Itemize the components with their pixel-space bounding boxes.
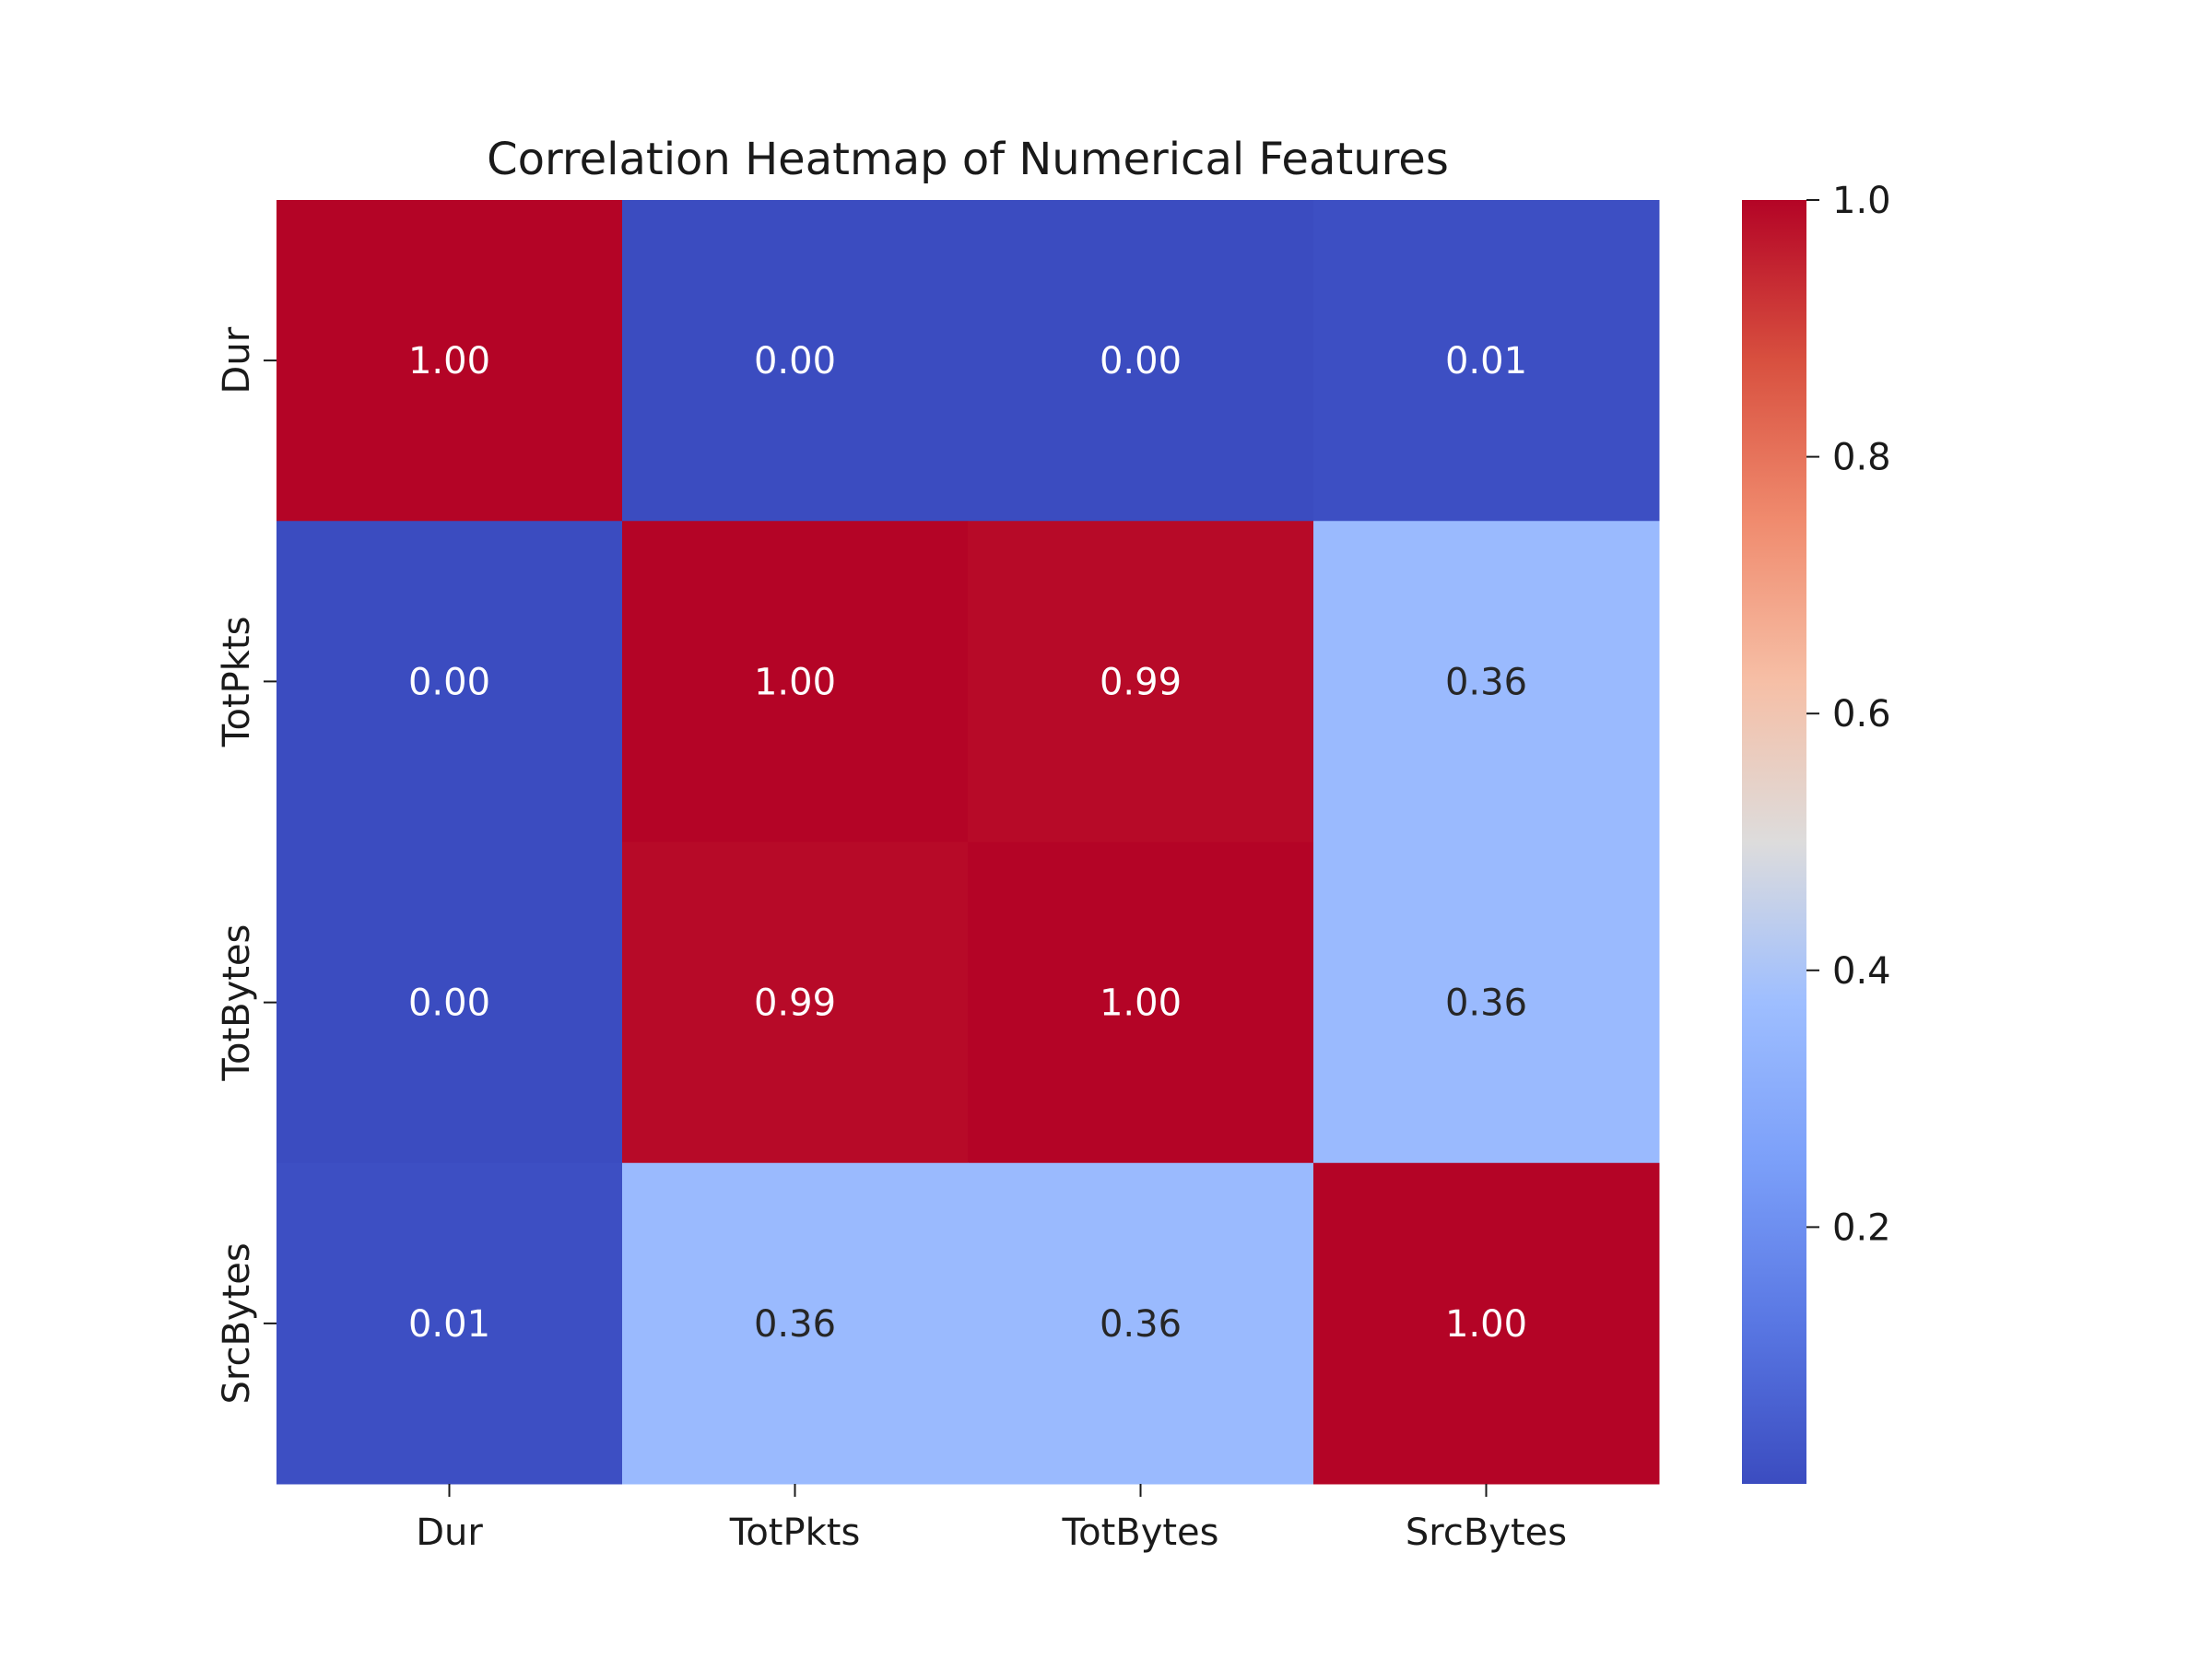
cell-annotation: 0.00	[408, 661, 490, 703]
cell-annotation: 0.99	[1100, 661, 1182, 703]
cell-annotation: 1.00	[1100, 982, 1182, 1025]
x-tick-label: TotPkts	[729, 1512, 861, 1554]
heatmap-cell	[1313, 521, 1660, 842]
heatmap-cell	[622, 1162, 969, 1485]
cell-annotation: 0.00	[1100, 340, 1182, 382]
heatmap-cell	[1313, 841, 1660, 1164]
colorbar-tick-label: 0.4	[1832, 950, 1891, 993]
colorbar-tick-label: 0.2	[1832, 1206, 1891, 1249]
x-tick-label: Dur	[416, 1512, 483, 1554]
y-tick-label: TotPkts	[216, 617, 258, 748]
heatmap-cell	[622, 200, 969, 522]
heatmap-cell	[1313, 200, 1660, 522]
heatmap-cells	[276, 200, 1660, 1485]
cell-annotation: 0.36	[1100, 1303, 1182, 1346]
y-tick-label: Dur	[216, 326, 258, 394]
y-tick-label: TotBytes	[216, 924, 258, 1082]
colorbar	[1742, 200, 1806, 1484]
heatmap-cell	[622, 521, 969, 842]
y-axis: Dur TotPkts TotBytes SrcBytes	[216, 326, 276, 1404]
x-tick-label: SrcBytes	[1406, 1512, 1567, 1554]
cell-annotation: 0.36	[754, 1303, 836, 1346]
cell-annotation: 0.01	[408, 1303, 490, 1346]
cell-annotation: 1.00	[1445, 1303, 1527, 1346]
x-axis: Dur TotPkts TotBytes SrcBytes	[416, 1484, 1567, 1554]
heatmap-cell	[968, 200, 1314, 522]
heatmap-annotations: 1.00 0.00 0.00 0.01 0.00 1.00 0.99 0.36 0.00 0.99…	[408, 340, 1527, 1346]
colorbar-tick-label: 1.0	[1832, 180, 1891, 222]
chart-title: Correlation Heatmap of Numerical Feature…	[487, 134, 1449, 185]
heatmap-cell	[276, 521, 623, 842]
cell-annotation: 0.99	[754, 982, 836, 1025]
heatmap-cell	[968, 521, 1314, 842]
colorbar-tick-label: 0.6	[1832, 693, 1891, 735]
heatmap-cell	[968, 1162, 1314, 1485]
cell-annotation: 0.36	[1445, 982, 1527, 1025]
heatmap-cell	[1313, 1162, 1660, 1485]
heatmap-cell	[968, 841, 1314, 1164]
x-tick-label: TotBytes	[1061, 1512, 1218, 1554]
colorbar-ticks: 0.2 0.4 0.6 0.8 1.0	[1806, 180, 1891, 1249]
colorbar-tick-label: 0.8	[1832, 437, 1891, 479]
heatmap-cell	[622, 841, 969, 1164]
cell-annotation: 0.01	[1445, 340, 1527, 382]
cell-annotation: 0.36	[1445, 661, 1527, 703]
heatmap-cell	[276, 841, 623, 1164]
cell-annotation: 1.00	[754, 661, 836, 703]
heatmap-cell	[276, 200, 623, 522]
cell-annotation: 0.00	[754, 340, 836, 382]
y-tick-label: SrcBytes	[216, 1242, 258, 1404]
heatmap-cell	[276, 1162, 623, 1485]
cell-annotation: 1.00	[408, 340, 490, 382]
cell-annotation: 0.00	[408, 982, 490, 1025]
